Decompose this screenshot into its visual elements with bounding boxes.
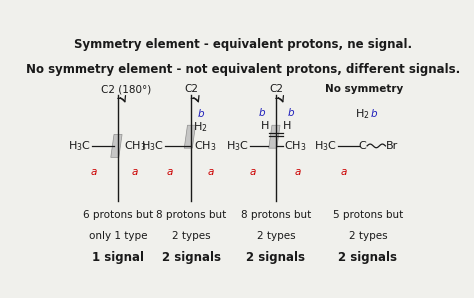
Text: CH$_3$: CH$_3$ bbox=[124, 139, 146, 153]
Text: CH$_3$: CH$_3$ bbox=[284, 139, 307, 153]
Text: b: b bbox=[198, 109, 205, 119]
Text: H$_3$C: H$_3$C bbox=[226, 139, 248, 153]
Text: 2 types: 2 types bbox=[172, 231, 211, 241]
Text: 5 protons but: 5 protons but bbox=[333, 210, 403, 220]
Text: a: a bbox=[208, 167, 214, 176]
Text: H: H bbox=[283, 121, 291, 131]
Text: a: a bbox=[166, 167, 173, 176]
Text: 8 protons but: 8 protons but bbox=[241, 210, 311, 220]
Text: H$_3$C: H$_3$C bbox=[68, 139, 91, 153]
Text: a: a bbox=[294, 167, 301, 176]
Text: b: b bbox=[371, 109, 377, 119]
Text: b: b bbox=[288, 108, 295, 118]
Text: H$_2$: H$_2$ bbox=[192, 121, 207, 134]
Text: only 1 type: only 1 type bbox=[89, 231, 147, 241]
Text: Br: Br bbox=[386, 141, 399, 151]
Text: a: a bbox=[250, 167, 256, 176]
Text: 2 signals: 2 signals bbox=[246, 252, 305, 264]
Text: H$_2$: H$_2$ bbox=[355, 107, 370, 121]
Text: a: a bbox=[341, 167, 347, 176]
Text: a: a bbox=[91, 167, 97, 176]
Text: 8 protons but: 8 protons but bbox=[156, 210, 227, 220]
Text: 6 protons but: 6 protons but bbox=[83, 210, 153, 220]
Text: CH$_3$: CH$_3$ bbox=[194, 139, 217, 153]
Text: H: H bbox=[261, 121, 269, 131]
Text: C2: C2 bbox=[184, 84, 199, 94]
Text: 2 signals: 2 signals bbox=[338, 252, 397, 264]
Text: H$_3$C: H$_3$C bbox=[141, 139, 164, 153]
Polygon shape bbox=[184, 125, 196, 148]
Text: 1 signal: 1 signal bbox=[92, 252, 144, 264]
Text: a: a bbox=[131, 167, 138, 176]
Text: 2 types: 2 types bbox=[257, 231, 295, 241]
Text: C2 (180°): C2 (180°) bbox=[101, 84, 152, 94]
Text: 2 types: 2 types bbox=[348, 231, 387, 241]
Text: Symmetry element - equivalent protons, ne signal.: Symmetry element - equivalent protons, n… bbox=[74, 38, 412, 51]
Text: H$_3$C: H$_3$C bbox=[314, 139, 337, 153]
Text: 2 signals: 2 signals bbox=[162, 252, 221, 264]
Polygon shape bbox=[111, 134, 122, 157]
Text: No symmetry: No symmetry bbox=[325, 84, 403, 94]
Polygon shape bbox=[269, 125, 280, 148]
Text: C: C bbox=[359, 141, 366, 151]
Text: b: b bbox=[259, 108, 265, 118]
Text: C2: C2 bbox=[269, 84, 283, 94]
Text: No symmetry element - not equivalent protons, different signals.: No symmetry element - not equivalent pro… bbox=[26, 63, 460, 76]
